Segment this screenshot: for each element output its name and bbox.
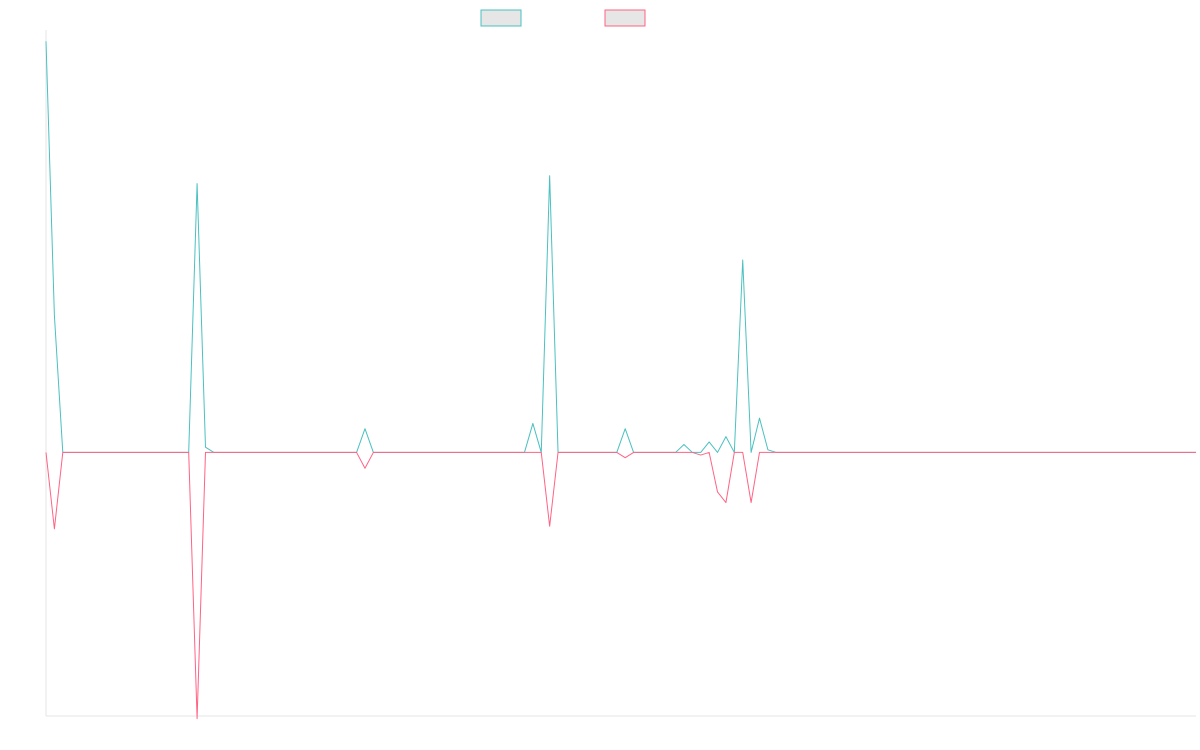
axes (45, 30, 1196, 717)
series-group (45, 41, 1196, 720)
series-line-1[interactable] (45, 41, 1196, 453)
legend-item-1[interactable] (480, 9, 522, 27)
legend[interactable] (480, 9, 646, 27)
legend-swatch-2 (604, 9, 646, 27)
legend-swatch-1 (480, 9, 522, 27)
series-line-2[interactable] (45, 451, 1196, 720)
legend-item-2[interactable] (604, 9, 646, 27)
